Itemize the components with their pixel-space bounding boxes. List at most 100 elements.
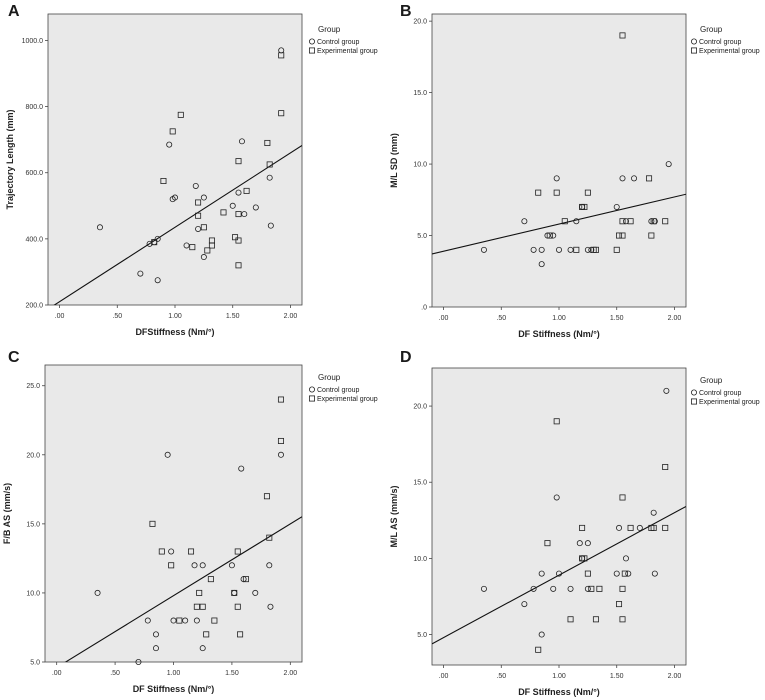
legend-circle-icon: [691, 389, 698, 396]
point-control: [235, 189, 242, 196]
point-experimental: [204, 247, 211, 254]
point-control: [576, 540, 583, 547]
x-axis-title: DF Stiffness (Nm/°): [518, 687, 600, 697]
point-experimental: [584, 570, 591, 577]
point-control: [530, 585, 537, 592]
point-control: [521, 601, 528, 608]
point-experimental: [596, 585, 603, 592]
point-experimental: [199, 603, 206, 610]
point-experimental: [619, 494, 626, 501]
point-experimental: [208, 242, 215, 249]
y-axis-title: M/L AS (mm/s): [389, 485, 399, 547]
y-axis-title: F/B AS (mm/s): [2, 483, 12, 544]
x-tick-label: 2.00: [668, 315, 682, 322]
point-control: [164, 451, 171, 458]
point-control: [480, 585, 487, 592]
x-tick-label: 2.00: [284, 313, 298, 320]
point-control: [199, 562, 206, 569]
point-experimental: [573, 246, 580, 253]
y-tick-label: 200.0: [25, 303, 43, 310]
point-experimental: [263, 493, 270, 500]
point-control: [538, 570, 545, 577]
point-experimental: [177, 111, 184, 118]
point-control: [94, 589, 101, 596]
point-experimental: [235, 158, 242, 165]
x-tick-label: 2.00: [668, 673, 682, 680]
plot-area: [431, 367, 687, 666]
point-control: [538, 261, 545, 268]
point-control: [200, 254, 207, 261]
legend-entry-experimental: Experimental group: [699, 48, 760, 55]
legend-circle-icon: [308, 386, 315, 393]
point-experimental: [189, 244, 196, 251]
y-tick-label: .0: [421, 305, 427, 312]
point-experimental: [168, 562, 175, 569]
point-control: [152, 631, 159, 638]
point-experimental: [646, 175, 653, 182]
fit-line: [432, 193, 686, 255]
point-experimental: [232, 234, 239, 241]
point-control: [622, 555, 629, 562]
legend-entry-control: Control group: [699, 390, 742, 397]
point-experimental: [581, 203, 588, 210]
x-axis-title: DFStiffness (Nm/°): [135, 327, 214, 337]
fit-line: [432, 505, 686, 645]
point-control: [182, 617, 189, 624]
point-control: [530, 246, 537, 253]
legend-circle-icon: [691, 38, 698, 45]
x-tick-label: 2.00: [284, 670, 298, 677]
point-control: [631, 175, 638, 182]
point-experimental: [561, 218, 568, 225]
y-tick-label: 25.0: [26, 383, 40, 390]
point-experimental: [553, 418, 560, 425]
point-experimental: [535, 189, 542, 196]
x-tick-label: .00: [55, 313, 65, 320]
point-control: [199, 645, 206, 652]
point-experimental: [592, 246, 599, 253]
legend-entry-control: Control group: [317, 387, 360, 394]
point-control: [553, 175, 560, 182]
y-tick-label: 15.0: [413, 90, 427, 97]
point-experimental: [203, 631, 210, 638]
y-tick-label: 800.0: [25, 104, 43, 111]
point-experimental: [584, 189, 591, 196]
point-control: [538, 631, 545, 638]
point-experimental: [662, 463, 669, 470]
y-tick-label: 10.0: [413, 556, 427, 563]
point-experimental: [592, 616, 599, 623]
point-control: [266, 562, 273, 569]
legend-square-icon: [691, 47, 698, 54]
x-axis-title: DF Stiffness (Nm/°): [133, 684, 215, 694]
y-tick-label: 15.0: [26, 521, 40, 528]
point-experimental: [211, 617, 218, 624]
x-tick-label: 1.00: [552, 315, 566, 322]
point-experimental: [151, 239, 158, 246]
point-experimental: [619, 218, 626, 225]
x-tick-label: 1.50: [610, 673, 624, 680]
point-control: [238, 465, 245, 472]
point-control: [553, 494, 560, 501]
legend-title: Group: [700, 25, 723, 34]
point-experimental: [235, 262, 242, 269]
point-control: [166, 141, 173, 148]
point-control: [229, 202, 236, 209]
panel-letter: C: [8, 349, 20, 366]
point-control: [556, 246, 563, 253]
y-tick-label: 20.0: [26, 452, 40, 459]
point-control: [277, 451, 284, 458]
point-control: [584, 585, 591, 592]
point-control: [625, 570, 632, 577]
point-experimental: [627, 218, 634, 225]
panel-letter: A: [8, 3, 20, 20]
point-control: [267, 222, 274, 229]
plot-area: [431, 13, 687, 308]
point-control: [665, 161, 672, 168]
point-experimental: [579, 524, 586, 531]
point-control: [573, 218, 580, 225]
point-experimental: [567, 616, 574, 623]
point-control: [195, 225, 202, 232]
legend-entry-experimental: Experimental group: [317, 48, 378, 55]
point-control: [480, 246, 487, 253]
point-experimental: [613, 246, 620, 253]
